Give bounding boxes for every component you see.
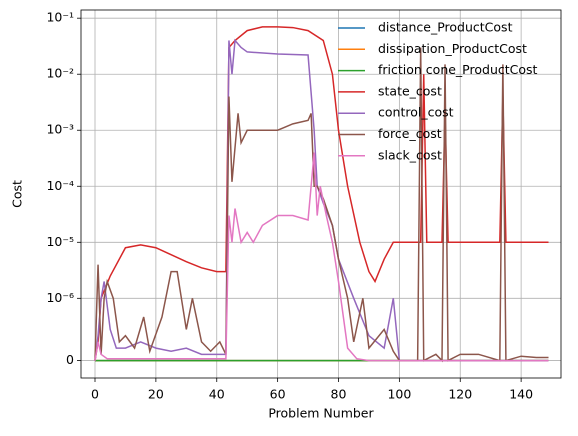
legend-label: dissipation_ProductCost (378, 41, 527, 56)
y-tick-label: 10⁻⁶ (46, 290, 74, 305)
legend-label: friction cone_ProductCost (378, 62, 538, 77)
y-tick-label: 10⁻² (46, 66, 74, 81)
y-axis-label: Cost (10, 180, 25, 208)
legend: distance_ProductCost dissipation_ProductC… (338, 20, 538, 162)
grid (81, 10, 561, 378)
y-tick-label: 10⁻⁴ (46, 178, 74, 193)
legend-label: control_cost (378, 105, 454, 120)
x-tick-label: 80 (331, 387, 347, 402)
legend-label: force_cost (378, 126, 442, 141)
x-tick-label: 120 (448, 387, 472, 402)
series-line (94, 26, 549, 361)
axes-frame (80, 9, 562, 379)
y-tick-label: 10⁻¹ (46, 10, 74, 25)
legend-label: distance_ProductCost (378, 20, 513, 35)
ticks: 0 20 40 60 80 100 120 140 0 10⁻⁶ 10⁻⁵ 10⁻⁴ 10⁻³ 10⁻² 1… (46, 10, 533, 402)
legend-label: slack_cost (378, 147, 442, 162)
x-tick-label: 0 (91, 387, 99, 402)
y-tick-label: 0 (66, 352, 74, 367)
series-line (94, 38, 549, 362)
plot-area (94, 26, 549, 363)
legend-label: state_cost (378, 83, 442, 98)
x-tick-label: 140 (509, 387, 533, 402)
series-line (94, 152, 549, 362)
series-line (94, 47, 549, 363)
x-tick-label: 20 (148, 387, 164, 402)
x-tick-label: 40 (209, 387, 225, 402)
y-tick-label: 10⁻³ (46, 122, 74, 137)
x-axis-label: Problem Number (268, 406, 374, 421)
y-tick-label: 10⁻⁵ (46, 234, 74, 249)
x-tick-label: 60 (270, 387, 286, 402)
x-tick-label: 100 (387, 387, 411, 402)
